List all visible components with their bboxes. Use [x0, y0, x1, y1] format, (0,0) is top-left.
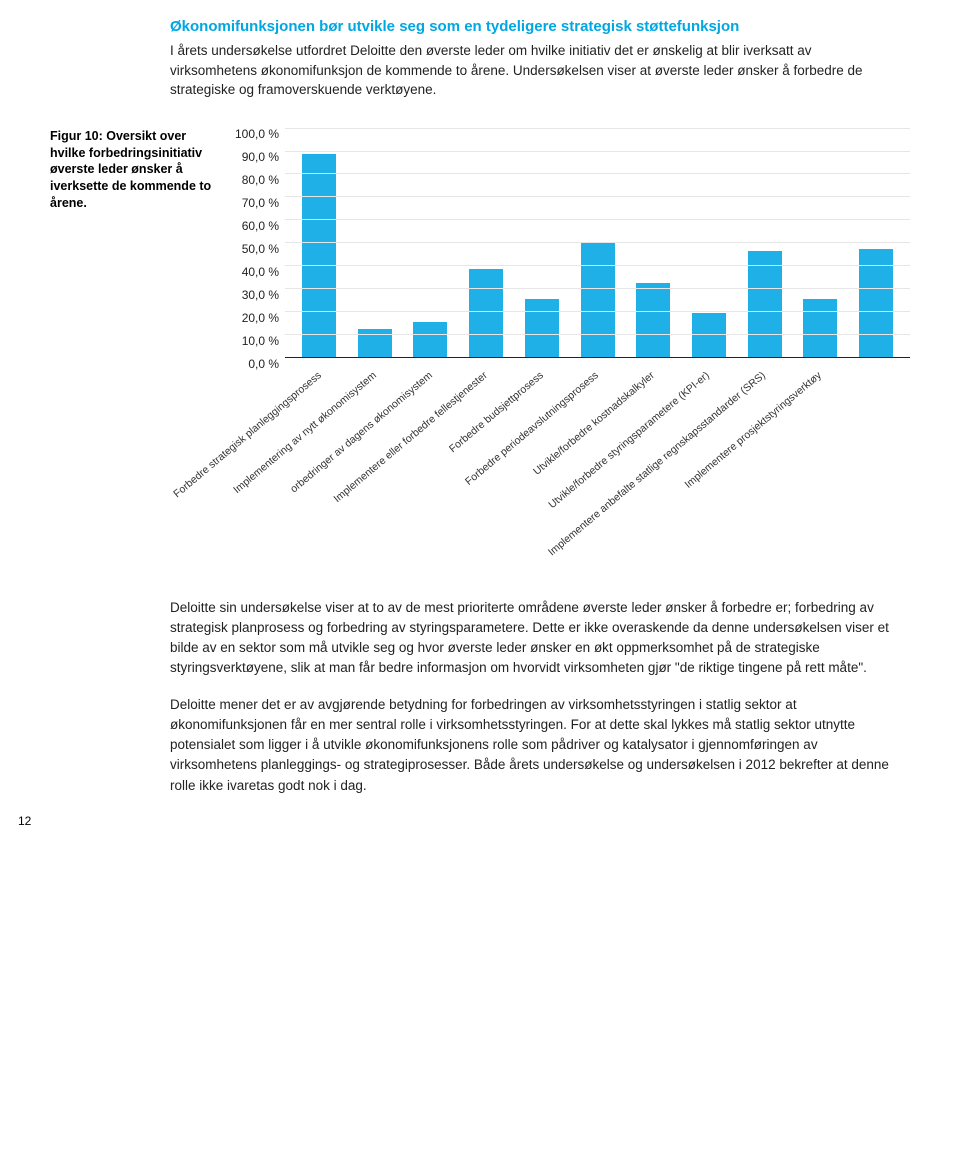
plot-wrap: 100,0 %90,0 %80,0 %70,0 %60,0 %50,0 %40,…: [235, 128, 910, 358]
bar-chart: 100,0 %90,0 %80,0 %70,0 %60,0 %50,0 %40,…: [235, 128, 910, 588]
x-axis-labels: Forbedre strategisk planleggingsprosess I…: [287, 358, 910, 588]
grid-line: [285, 265, 910, 266]
y-axis: 100,0 %90,0 %80,0 %70,0 %60,0 %50,0 %40,…: [235, 128, 285, 358]
intro-paragraph: I årets undersøkelse utfordret Deloitte …: [170, 41, 900, 100]
x-label-slot: Forbedre budsjettprosess: [526, 358, 560, 368]
bar: [692, 313, 726, 357]
page: Økonomifunksjonen bør utvikle seg som en…: [0, 0, 960, 842]
body-paragraph-2: Deloitte mener det er av avgjørende bety…: [170, 695, 900, 796]
x-label-slot: Implementere anbefalte statlige regnskap…: [748, 358, 782, 368]
x-label-slot: orbedringer av dagens økonomisystem: [415, 358, 449, 368]
bar: [748, 251, 782, 357]
bar: [581, 242, 615, 357]
grid-line: [285, 219, 910, 220]
x-label-slot: Implementere prosjektstyringsverktøy: [804, 358, 838, 368]
section-heading: Økonomifunksjonen bør utvikle seg som en…: [170, 18, 910, 35]
x-label-slot: [859, 358, 893, 368]
bar: [803, 299, 837, 357]
grid-line: [285, 334, 910, 335]
x-label: Implementere anbefalte statlige regnskap…: [546, 369, 768, 558]
grid-line: [285, 242, 910, 243]
bar: [469, 269, 503, 356]
x-label-slot: Forbedre periodeavslutningsprosess: [581, 358, 615, 368]
grid-line: [285, 128, 910, 129]
grid-line: [285, 151, 910, 152]
figure-caption: Figur 10: Oversikt over hvilke forbedrin…: [50, 128, 235, 212]
bar: [525, 299, 559, 357]
grid-line: [285, 311, 910, 312]
x-label-slot: Utvikle/forbedre kostnadskalkyler: [637, 358, 671, 368]
grid-line: [285, 196, 910, 197]
page-number: 12: [18, 814, 31, 828]
bar: [636, 283, 670, 357]
bar: [302, 154, 336, 356]
figure-row: Figur 10: Oversikt over hvilke forbedrin…: [50, 128, 910, 588]
bar: [413, 322, 447, 357]
x-label-slot: Implementering av nytt økonomisystem: [359, 358, 393, 368]
body-text: Deloitte sin undersøkelse viser at to av…: [170, 598, 900, 796]
x-label: Forbedre budsjettprosess: [447, 369, 546, 455]
plot-area: [285, 128, 910, 358]
body-paragraph-1: Deloitte sin undersøkelse viser at to av…: [170, 598, 900, 679]
grid-line: [285, 288, 910, 289]
x-label-slot: Implementere eller forbedre fellestjenes…: [470, 358, 504, 368]
x-label-slot: Forbedre strategisk planleggingsprosess: [304, 358, 338, 368]
x-label-slot: Utvikle/forbedre styringsparametere (KPI…: [692, 358, 726, 368]
grid-line: [285, 173, 910, 174]
